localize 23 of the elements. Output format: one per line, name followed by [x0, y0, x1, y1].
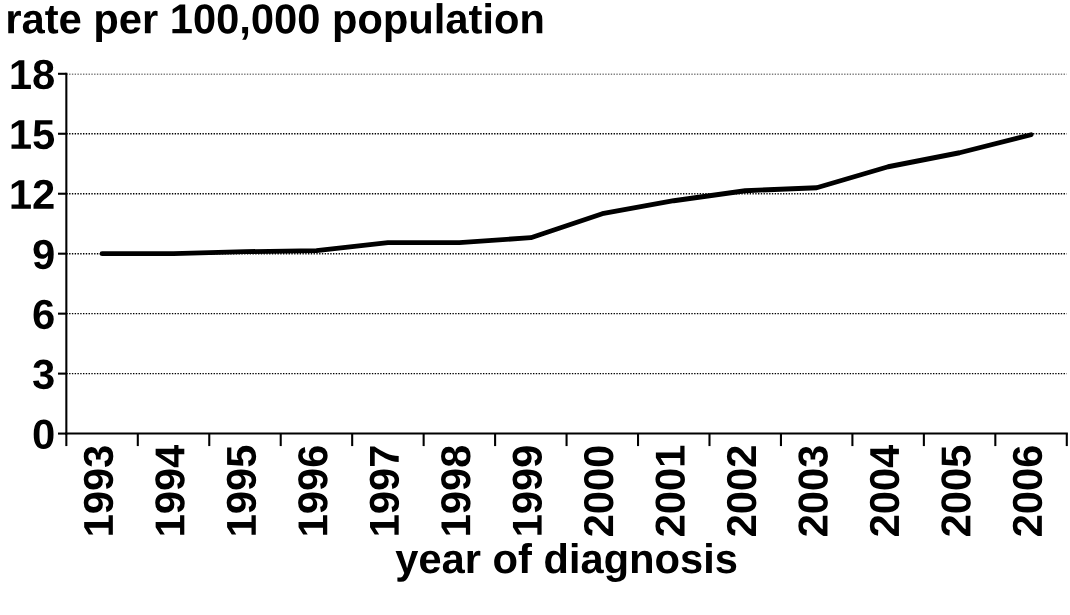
- x-tick-label: 1993: [83, 446, 114, 535]
- y-tick-label: 18: [11, 59, 54, 90]
- x-tick-label: 1996: [298, 446, 328, 535]
- x-tick-label: 2002: [726, 446, 757, 536]
- x-tick-label: 2006: [1012, 446, 1043, 536]
- x-tick-label: 2001: [655, 445, 685, 536]
- y-tick-label: 0: [33, 419, 54, 450]
- x-tick-label: 2003: [798, 446, 828, 536]
- x-tick-label: 1998: [441, 445, 471, 535]
- y-axis-title: rate per 100,000 population: [8, 3, 543, 42]
- y-tick-label: 9: [33, 239, 54, 270]
- x-tick-label: 1999: [512, 446, 543, 535]
- y-tick-label: 12: [11, 179, 54, 209]
- x-axis-title: year of diagnosis: [395, 542, 737, 582]
- x-tick-label: 1995: [226, 445, 257, 535]
- y-tick-label: 6: [33, 299, 54, 330]
- x-tick-label: 2005: [941, 445, 971, 536]
- x-tick-label: 2004: [869, 444, 900, 536]
- x-tick-label: 2000: [583, 446, 614, 536]
- x-tick-label: 1997: [369, 446, 400, 535]
- y-tick-label: 15: [11, 120, 55, 150]
- y-tick-label: 3: [33, 359, 54, 390]
- x-tick-label: 1994: [155, 444, 185, 535]
